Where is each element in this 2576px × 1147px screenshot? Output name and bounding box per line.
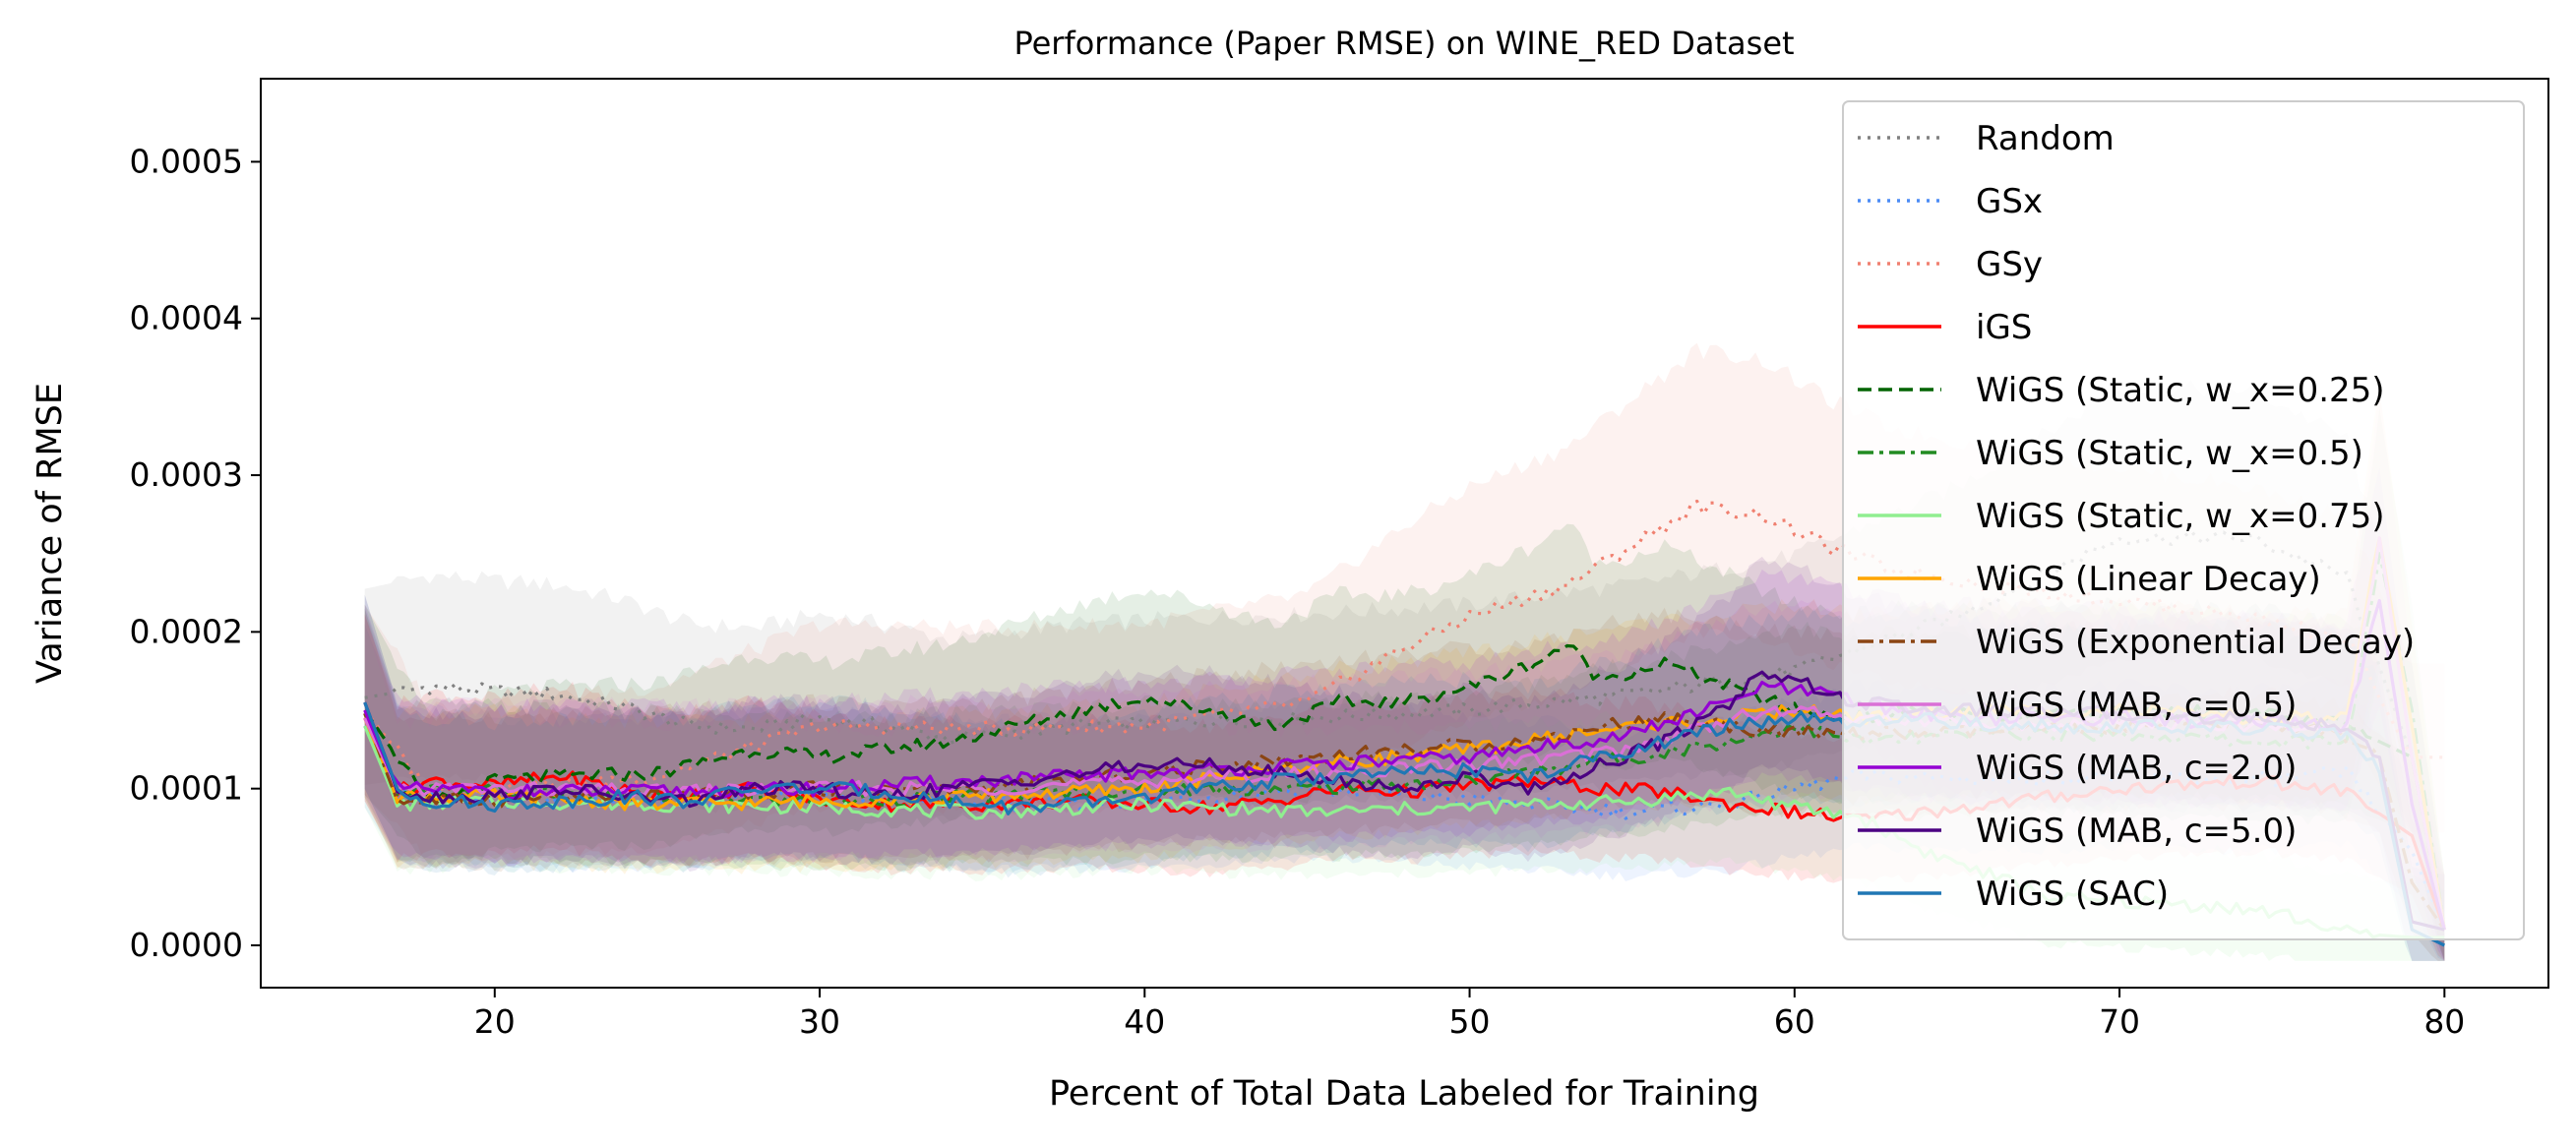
band-wigs-static-w-x-0-5 xyxy=(364,408,2445,961)
x-axis-label: Percent of Total Data Labeled for Traini… xyxy=(1049,1074,1759,1114)
legend-label-wigs-mab-c-5-0: WiGS (MAB, c=5.0) xyxy=(1976,812,2297,851)
series-lines xyxy=(363,499,2446,947)
legend-label-igs: iGS xyxy=(1976,308,2032,347)
band-wigs-linear-decay xyxy=(364,389,2445,961)
y-tick-label: 0.0002 xyxy=(130,612,243,650)
legend-label-gsx: GSx xyxy=(1976,182,2043,221)
x-tick-label: 70 xyxy=(2099,1002,2140,1041)
y-tick-label: 0.0005 xyxy=(130,142,243,180)
y-tick-label: 0.0001 xyxy=(130,769,243,808)
series-line-wigs-static-w-x-0-25 xyxy=(363,643,2446,931)
legend-label-wigs-mab-c-2-0: WiGS (MAB, c=2.0) xyxy=(1976,749,2297,788)
legend-label-wigs-static-w-x-0-5: WiGS (Static, w_x=0.5) xyxy=(1976,434,2363,473)
y-tick-label: 0.0004 xyxy=(130,299,243,337)
legend: Random GSx GSy iGS WiGS (Static, w_x=0.25) Wi… xyxy=(1842,100,2525,940)
y-tick-label: 0.0003 xyxy=(130,455,243,494)
x-tick-label: 60 xyxy=(1774,1002,1815,1041)
legend-label-wigs-sac: WiGS (SAC) xyxy=(1976,875,2169,914)
x-tick-label: 80 xyxy=(2423,1002,2465,1041)
legend-label-wigs-static-w-x-0-75: WiGS (Static, w_x=0.75) xyxy=(1976,497,2385,536)
legend-box xyxy=(1842,100,2525,940)
y-axis-ticks: 0.0000 0.0001 0.0002 0.0003 0.0004 0.0005 xyxy=(130,142,261,964)
plot-frame xyxy=(260,78,2549,989)
x-axis-ticks: 20 30 40 50 60 70 80 xyxy=(474,988,2465,1041)
legend-label-wigs-exponential-decay: WiGS (Exponential Decay) xyxy=(1976,623,2415,662)
y-axis-label: Variance of RMSE xyxy=(31,383,70,684)
x-tick-label: 30 xyxy=(799,1002,840,1041)
legend-label-wigs-mab-c-0-5: WiGS (MAB, c=0.5) xyxy=(1976,686,2297,725)
x-tick-label: 50 xyxy=(1449,1002,1491,1041)
x-tick-label: 40 xyxy=(1124,1002,1165,1041)
x-tick-label: 20 xyxy=(474,1002,516,1041)
legend-label-random: Random xyxy=(1976,119,2115,158)
legend-label-wigs-static-w-x-0-25: WiGS (Static, w_x=0.25) xyxy=(1976,371,2385,410)
legend-label-gsy: GSy xyxy=(1976,245,2043,284)
y-tick-label: 0.0000 xyxy=(130,926,243,964)
band-wigs-mab-c-0-5 xyxy=(364,389,2445,961)
series-line-wigs-exponential-decay xyxy=(363,711,2446,932)
chart-title: Performance (Paper RMSE) on WINE_RED Dat… xyxy=(1013,25,1794,62)
legend-label-wigs-linear-decay: WiGS (Linear Decay) xyxy=(1976,560,2321,599)
series-line-gsy xyxy=(363,499,2445,799)
